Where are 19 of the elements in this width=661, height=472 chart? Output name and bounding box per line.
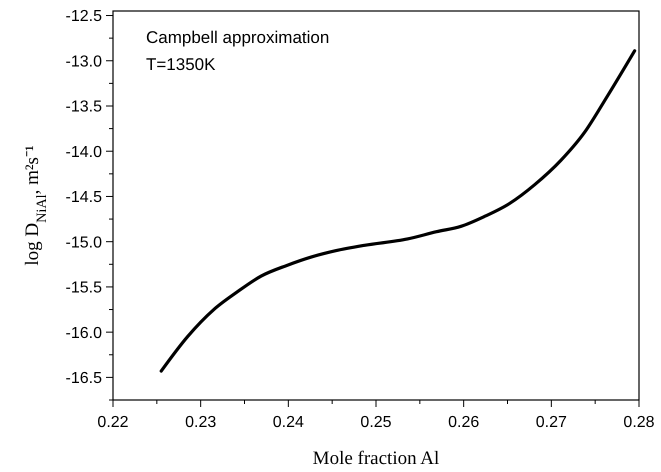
y-tick-label: -16.0 — [66, 324, 102, 342]
annotation: Campbell approximation — [146, 28, 330, 47]
y-tick-label: -16.5 — [66, 370, 102, 387]
y-tick-label: -14.5 — [66, 189, 102, 206]
x-tick-label: 0.22 — [97, 414, 129, 431]
x-tick-label: 0.28 — [623, 414, 655, 431]
y-tick-label: -13.0 — [66, 53, 102, 70]
y-tick-label: -15.0 — [66, 234, 102, 252]
y-tick-label: -14.0 — [66, 144, 102, 161]
x-tick-label: 0.24 — [272, 414, 304, 431]
x-tick-label: 0.26 — [448, 414, 480, 431]
x-tick-label: 0.27 — [536, 414, 568, 431]
x-axis-title: Mole fraction Al — [312, 448, 440, 469]
annotation: T=1350K — [146, 55, 216, 74]
x-tick-label: 0.23 — [185, 414, 216, 431]
y-tick-label: -13.5 — [66, 98, 102, 116]
x-tick-label: 0.25 — [360, 414, 392, 431]
y-tick-label: -12.5 — [66, 8, 102, 26]
y-tick-label: -15.5 — [66, 280, 102, 297]
